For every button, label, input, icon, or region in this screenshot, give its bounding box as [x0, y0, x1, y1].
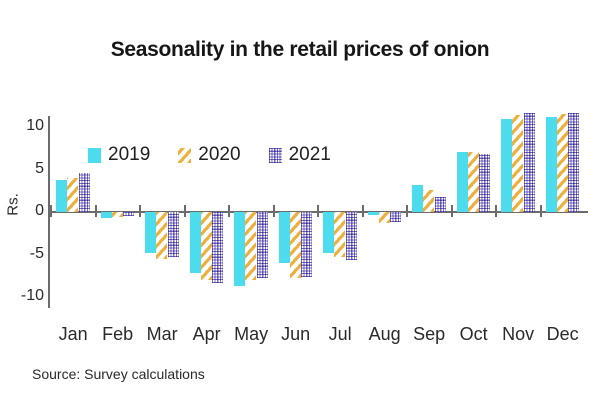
bar-apr-2020	[200, 212, 212, 280]
bar-jul-2019	[323, 212, 334, 253]
legend-item-2020[interactable]: 2020	[178, 144, 241, 166]
bar-dec-2019	[545, 116, 557, 212]
x-axis-tick	[317, 205, 319, 217]
bar-dec-2021	[568, 113, 580, 212]
x-axis-tick	[450, 205, 453, 217]
y-tick-label: -10	[20, 287, 44, 304]
bar-jun-2020	[289, 212, 301, 279]
bar-apr-2019	[189, 212, 201, 274]
x-axis-tick	[539, 205, 542, 217]
x-axis-tick	[183, 205, 186, 217]
source-note: Source: Survey calculations	[32, 366, 205, 382]
x-axis-tick	[139, 205, 141, 217]
x-axis-tick	[94, 205, 97, 217]
bar-aug-2021	[390, 212, 402, 223]
x-axis-tick	[406, 205, 408, 217]
dotted-purple-swatch-icon	[268, 147, 282, 163]
bar-jul-2020	[334, 212, 346, 258]
x-axis-label-nov: Nov	[502, 324, 535, 344]
bar-jan-2019	[56, 179, 67, 212]
bar-may-2019	[234, 212, 245, 286]
x-axis-tick	[272, 205, 275, 217]
legend-item-2021[interactable]: 2021	[268, 144, 331, 166]
bar-aug-2019	[367, 212, 379, 216]
bar-jan-2020	[67, 178, 79, 212]
x-axis-label-jan: Jan	[58, 324, 88, 344]
bar-jun-2021	[301, 212, 313, 278]
x-axis-label-apr: Apr	[192, 324, 221, 344]
bar-nov-2019	[501, 118, 512, 212]
solid-cyan-swatch-icon	[88, 147, 101, 163]
y-tick-label: 10	[26, 117, 44, 134]
x-axis-label-sep: Sep	[413, 324, 446, 344]
bar-oct-2020	[467, 151, 479, 212]
bar-feb-2020	[111, 212, 123, 218]
bar-jul-2021	[345, 212, 357, 260]
x-axis-label-oct: Oct	[459, 324, 488, 344]
x-axis-label-mar: Mar	[146, 324, 178, 344]
bar-nov-2020	[512, 115, 524, 212]
bar-sep-2019	[412, 184, 423, 212]
chart-legend: 2019 2020 2021	[88, 144, 331, 166]
striped-orange-swatch-icon	[178, 147, 192, 163]
bar-mar-2020	[156, 212, 168, 259]
legend-label: 2021	[288, 144, 331, 165]
bar-apr-2021	[212, 212, 224, 283]
chart-plot-area: Rs. 10 5 0 -5 -10	[0, 100, 600, 320]
legend-label: 2019	[108, 144, 151, 165]
bar-jun-2019	[278, 212, 290, 263]
x-axis-label-may: May	[234, 324, 269, 344]
bar-mar-2021	[167, 212, 179, 258]
legend-item-2019[interactable]: 2019	[88, 144, 150, 166]
bar-mar-2019	[145, 212, 156, 253]
x-axis-tick	[361, 205, 364, 217]
bar-oct-2021	[479, 154, 491, 212]
x-axis-tick	[228, 205, 230, 217]
x-axis-tick	[495, 205, 497, 217]
bar-aug-2020	[378, 212, 390, 224]
x-axis-label-aug: Aug	[368, 324, 401, 344]
bar-oct-2019	[456, 151, 468, 212]
bar-feb-2019	[100, 212, 112, 218]
x-axis-label-dec: Dec	[546, 324, 579, 344]
chart-title: Seasonality in the retail prices of onio…	[110, 38, 490, 61]
bar-may-2021	[256, 212, 268, 279]
y-tick-label: -5	[29, 244, 44, 262]
bar-may-2020	[245, 212, 257, 280]
bar-sep-2021	[434, 196, 446, 212]
y-tick-label: 5	[35, 159, 44, 177]
bar-feb-2021	[123, 212, 135, 217]
x-axis-tick	[50, 205, 52, 217]
bar-dec-2020	[556, 114, 568, 212]
x-axis-label-jun: Jun	[281, 324, 311, 344]
legend-label: 2020	[198, 144, 241, 165]
bar-jan-2021	[78, 172, 90, 212]
y-tick-label: 0	[35, 202, 44, 219]
x-axis-label-feb: Feb	[102, 324, 134, 344]
bar-nov-2021	[523, 113, 535, 212]
bar-sep-2020	[423, 189, 435, 212]
x-axis-label-jul: Jul	[328, 324, 352, 344]
